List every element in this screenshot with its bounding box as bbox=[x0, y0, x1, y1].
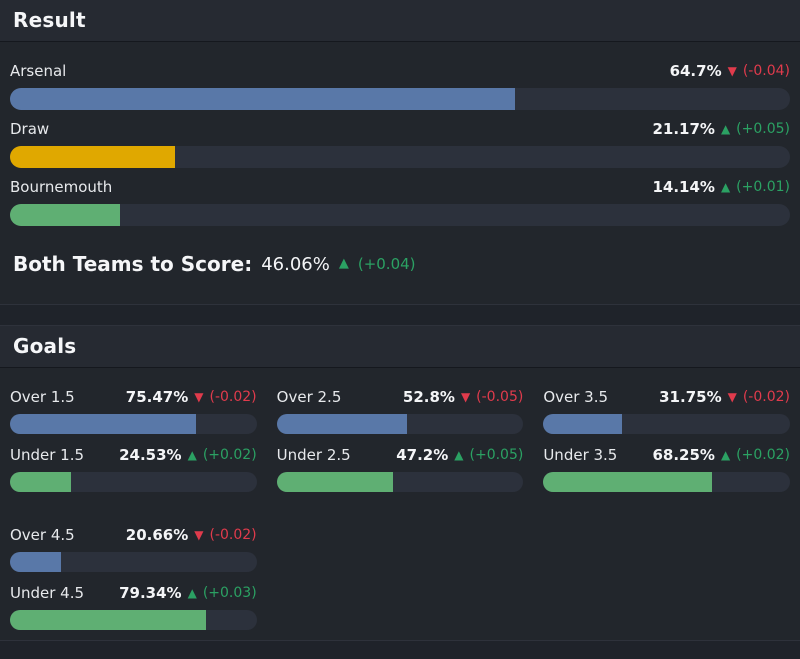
market-under: Under 2.5 47.2% ▲ (+0.05) bbox=[276, 446, 524, 492]
probability-value: 68.25% bbox=[652, 446, 715, 464]
change-value: (-0.05) bbox=[476, 389, 524, 405]
market-over: Over 1.5 75.47% ▼ (-0.02) bbox=[10, 388, 257, 434]
outcome-label: Arsenal bbox=[10, 62, 67, 80]
market-cell-2-5: Over 2.5 52.8% ▼ (-0.05) Under 2.5 bbox=[276, 388, 524, 492]
section-gap bbox=[0, 305, 800, 325]
outcome-label: Draw bbox=[10, 120, 50, 138]
probability-bar-track bbox=[276, 472, 524, 492]
probability-bar-track bbox=[10, 146, 790, 168]
market-cell-3-5: Over 3.5 31.75% ▼ (-0.02) Under 3.5 bbox=[543, 388, 790, 492]
probability-value: 52.8% bbox=[402, 388, 455, 406]
probability-value: 75.47% bbox=[125, 388, 189, 406]
goals-section: Goals Over 1.5 75.47% ▼ (-0.02) bbox=[0, 325, 800, 641]
outcome-row-draw: Draw 21.17% ▲ (+0.05) bbox=[10, 120, 790, 168]
market-over: Over 4.5 20.66% ▼ (-0.02) bbox=[10, 526, 257, 572]
trend-up-icon: ▲ bbox=[338, 256, 349, 271]
market-label: Under 3.5 bbox=[543, 446, 618, 464]
probability-bar-track bbox=[10, 472, 257, 492]
probability-bar-track bbox=[10, 610, 257, 630]
result-section: Result Arsenal 64.7% ▼ (-0.04) Draw 21.1… bbox=[0, 0, 800, 305]
market-label: Under 4.5 bbox=[10, 584, 85, 602]
probability-bar-fill bbox=[10, 204, 121, 226]
market-over: Over 3.5 31.75% ▼ (-0.02) bbox=[543, 388, 790, 434]
btts-change: (+0.04) bbox=[357, 255, 416, 273]
probability-value: 64.7% bbox=[669, 62, 722, 80]
result-title: Result bbox=[13, 8, 86, 32]
outcome-row-home: Arsenal 64.7% ▼ (-0.04) bbox=[10, 62, 790, 110]
trend-up-icon: ▲ bbox=[720, 180, 731, 194]
probability-value: 21.17% bbox=[652, 120, 715, 138]
probability-bar-fill bbox=[276, 472, 394, 492]
market-under: Under 1.5 24.53% ▲ (+0.02) bbox=[10, 446, 257, 492]
probability-value: 14.14% bbox=[652, 178, 715, 196]
probability-bar-track bbox=[10, 88, 790, 110]
trend-down-icon: ▼ bbox=[194, 390, 204, 404]
change-value: (+0.05) bbox=[469, 447, 524, 463]
outcome-label: Bournemouth bbox=[10, 178, 113, 196]
probability-bar-fill bbox=[10, 472, 71, 492]
trend-up-icon: ▲ bbox=[187, 448, 197, 462]
market-label: Over 1.5 bbox=[10, 388, 75, 406]
trend-up-icon: ▲ bbox=[187, 586, 197, 600]
market-under: Under 3.5 68.25% ▲ (+0.02) bbox=[543, 446, 790, 492]
probability-bar-fill bbox=[10, 552, 61, 572]
market-label: Under 1.5 bbox=[10, 446, 85, 464]
probability-bar-track bbox=[543, 472, 790, 492]
probability-value: 20.66% bbox=[125, 526, 189, 544]
market-label: Over 4.5 bbox=[10, 526, 75, 544]
result-content: Arsenal 64.7% ▼ (-0.04) Draw 21.17% ▲ (+… bbox=[0, 42, 800, 304]
result-header: Result bbox=[0, 0, 800, 42]
probability-value: 24.53% bbox=[119, 446, 182, 464]
btts-label: Both Teams to Score: bbox=[13, 252, 253, 276]
probability-bar-fill bbox=[276, 414, 407, 434]
probability-bar-track bbox=[10, 204, 790, 226]
trend-down-icon: ▼ bbox=[727, 390, 737, 404]
probability-value: 47.2% bbox=[396, 446, 449, 464]
trend-down-icon: ▼ bbox=[727, 64, 737, 78]
change-value: (+0.02) bbox=[736, 447, 790, 463]
probability-bar-track bbox=[10, 414, 257, 434]
probability-bar-fill bbox=[10, 88, 515, 110]
market-label: Over 3.5 bbox=[543, 388, 609, 406]
change-value: (-0.02) bbox=[209, 527, 257, 543]
probability-bar-track bbox=[276, 414, 524, 434]
trend-up-icon: ▲ bbox=[720, 448, 731, 462]
market-over: Over 2.5 52.8% ▼ (-0.05) bbox=[276, 388, 524, 434]
market-cell-4-5: Over 4.5 20.66% ▼ (-0.02) Under 4.5 bbox=[10, 526, 257, 630]
outcome-row-away: Bournemouth 14.14% ▲ (+0.01) bbox=[10, 178, 790, 226]
btts-value: 46.06% bbox=[261, 253, 330, 275]
market-label: Over 2.5 bbox=[276, 388, 342, 406]
probability-bar-fill bbox=[543, 414, 622, 434]
probability-bar-fill bbox=[10, 610, 206, 630]
change-value: (+0.05) bbox=[736, 121, 790, 137]
market-label: Under 2.5 bbox=[276, 446, 351, 464]
goals-header: Goals bbox=[0, 326, 800, 368]
probability-value: 31.75% bbox=[659, 388, 722, 406]
goals-grid: Over 1.5 75.47% ▼ (-0.02) Under 1.5 bbox=[10, 388, 790, 630]
probability-bar-track bbox=[10, 552, 257, 572]
btts-row: Both Teams to Score: 46.06% ▲ (+0.04) bbox=[10, 252, 790, 276]
market-cell-1-5: Over 1.5 75.47% ▼ (-0.02) Under 1.5 bbox=[10, 388, 257, 492]
trend-up-icon: ▲ bbox=[454, 448, 464, 462]
goals-title: Goals bbox=[13, 334, 77, 358]
trend-up-icon: ▲ bbox=[720, 122, 731, 136]
probability-value: 79.34% bbox=[119, 584, 182, 602]
probability-bar-fill bbox=[543, 472, 712, 492]
change-value: (-0.02) bbox=[209, 389, 257, 405]
trend-down-icon: ▼ bbox=[194, 528, 204, 542]
change-value: (+0.01) bbox=[736, 179, 790, 195]
trend-down-icon: ▼ bbox=[460, 390, 471, 404]
market-under: Under 4.5 79.34% ▲ (+0.03) bbox=[10, 584, 257, 630]
probability-bar-fill bbox=[10, 146, 176, 168]
change-value: (+0.03) bbox=[202, 585, 257, 601]
probability-bar-fill bbox=[10, 414, 197, 434]
change-value: (-0.04) bbox=[742, 63, 790, 79]
change-value: (-0.02) bbox=[742, 389, 790, 405]
change-value: (+0.02) bbox=[202, 447, 257, 463]
goals-content: Over 1.5 75.47% ▼ (-0.02) Under 1.5 bbox=[0, 368, 800, 640]
probability-bar-track bbox=[543, 414, 790, 434]
